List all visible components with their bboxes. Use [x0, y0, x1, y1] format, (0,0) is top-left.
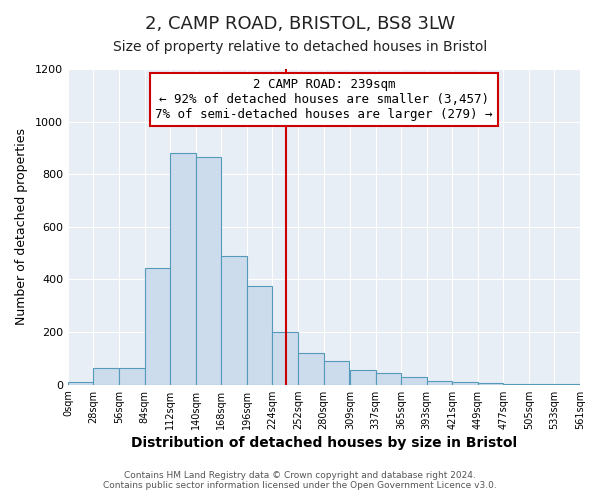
Bar — [452, 382, 478, 384]
Bar — [94, 368, 119, 384]
Bar — [427, 380, 452, 384]
Text: Contains HM Land Registry data © Crown copyright and database right 2024.
Contai: Contains HM Land Registry data © Crown c… — [103, 470, 497, 490]
Text: 2, CAMP ROAD, BRISTOL, BS8 3LW: 2, CAMP ROAD, BRISTOL, BS8 3LW — [145, 15, 455, 33]
Bar — [119, 368, 145, 384]
Bar — [68, 382, 94, 384]
Bar — [323, 361, 349, 384]
Bar — [170, 153, 196, 384]
Y-axis label: Number of detached properties: Number of detached properties — [15, 128, 28, 326]
Bar — [145, 268, 170, 384]
Bar — [350, 370, 376, 384]
Bar — [196, 157, 221, 384]
Text: 2 CAMP ROAD: 239sqm
← 92% of detached houses are smaller (3,457)
7% of semi-deta: 2 CAMP ROAD: 239sqm ← 92% of detached ho… — [155, 78, 493, 122]
Bar — [298, 353, 323, 384]
Bar — [272, 332, 298, 384]
Bar — [221, 256, 247, 384]
Bar — [376, 373, 401, 384]
Bar — [247, 286, 272, 384]
Bar — [401, 377, 427, 384]
X-axis label: Distribution of detached houses by size in Bristol: Distribution of detached houses by size … — [131, 436, 517, 450]
Text: Size of property relative to detached houses in Bristol: Size of property relative to detached ho… — [113, 40, 487, 54]
